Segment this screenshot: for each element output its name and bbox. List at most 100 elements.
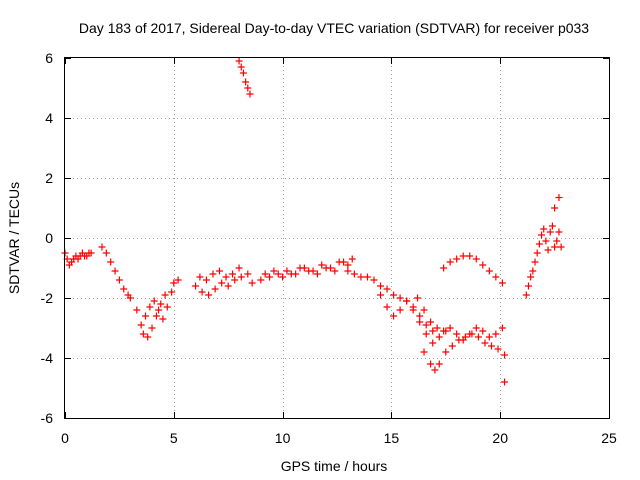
data-point (433, 324, 441, 332)
series-track-3 (133, 291, 169, 341)
x-tick-label: 10 (275, 430, 291, 446)
data-point (211, 285, 219, 293)
y-tick-label: -6 (41, 410, 54, 426)
data-point (557, 243, 565, 251)
data-point (416, 318, 424, 326)
data-point (479, 327, 487, 335)
series-track-16 (522, 249, 541, 299)
data-point (266, 273, 274, 281)
data-point (215, 267, 223, 275)
x-axis-label: GPS time / hours (281, 458, 388, 474)
x-tick-label: 15 (384, 430, 400, 446)
data-point (377, 291, 385, 299)
data-point (279, 273, 287, 281)
y-tick-label: 2 (45, 170, 53, 186)
data-point (257, 276, 265, 284)
data-point (453, 330, 461, 338)
data-point (540, 225, 548, 233)
series-track-18 (551, 194, 563, 212)
data-point (485, 267, 493, 275)
data-point (313, 270, 321, 278)
data-point (318, 261, 326, 269)
y-tick-label: 0 (45, 230, 53, 246)
data-point (287, 270, 295, 278)
data-point (137, 321, 145, 329)
data-point (377, 282, 385, 290)
series-track-10 (377, 291, 450, 347)
data-point (416, 312, 424, 320)
data-point (139, 330, 147, 338)
data-point (466, 252, 474, 260)
data-point (144, 333, 152, 341)
data-point (542, 237, 550, 245)
x-tick-label: 25 (601, 430, 617, 446)
data-point (142, 312, 150, 320)
data-point (126, 294, 134, 302)
data-point (383, 303, 391, 311)
data-point (431, 366, 439, 374)
data-point (446, 258, 454, 266)
data-point (235, 57, 243, 65)
series-track-6 (196, 264, 243, 284)
plot-frame (64, 57, 610, 419)
data-point (535, 240, 543, 248)
data-point (429, 339, 437, 347)
data-point (553, 237, 561, 245)
data-point (481, 339, 489, 347)
data-point (237, 273, 245, 281)
data-point (487, 342, 495, 350)
series-track-5 (192, 270, 252, 299)
data-point (248, 279, 256, 287)
data-point (152, 312, 160, 320)
data-point (546, 228, 554, 236)
data-point (420, 306, 428, 314)
data-point (231, 276, 239, 284)
x-tick-label: 5 (170, 430, 178, 446)
data-point (148, 324, 156, 332)
data-point (524, 282, 532, 290)
series-track-14 (235, 57, 254, 98)
data-point (283, 267, 291, 275)
data-point (422, 330, 430, 338)
series-track-13 (440, 252, 506, 287)
data-point (246, 90, 254, 98)
data-point (551, 204, 559, 212)
data-point (455, 336, 463, 344)
data-point (174, 276, 182, 284)
axis-ticks (65, 58, 610, 419)
data-point (218, 279, 226, 287)
data-point (111, 267, 119, 275)
data-point (555, 194, 563, 201)
data-point (244, 84, 252, 92)
data-point (492, 273, 500, 281)
data-point (115, 276, 123, 284)
data-point (494, 345, 502, 353)
series-track-1 (61, 249, 95, 269)
data-point (196, 273, 204, 281)
data-point (202, 276, 210, 284)
data-point (305, 267, 313, 275)
series-track-9 (344, 267, 437, 335)
data-point (244, 270, 252, 278)
data-point (498, 279, 506, 287)
data-point (396, 306, 404, 314)
data-point (192, 282, 200, 290)
series-track-12 (420, 330, 509, 374)
data-point (350, 270, 358, 278)
data-point (87, 249, 95, 257)
series-track-11 (414, 294, 506, 344)
data-point (133, 306, 141, 314)
data-point (538, 231, 546, 239)
data-point (474, 333, 482, 341)
data-point (390, 312, 398, 320)
data-point (237, 63, 245, 71)
data-point (170, 279, 178, 287)
data-point (242, 78, 250, 86)
x-tick-label: 20 (492, 430, 508, 446)
data-point (440, 264, 448, 272)
y-tick-label: -4 (41, 350, 54, 366)
data-point (446, 324, 454, 332)
data-point (224, 282, 232, 290)
data-point (448, 342, 456, 350)
data-point (261, 270, 269, 278)
